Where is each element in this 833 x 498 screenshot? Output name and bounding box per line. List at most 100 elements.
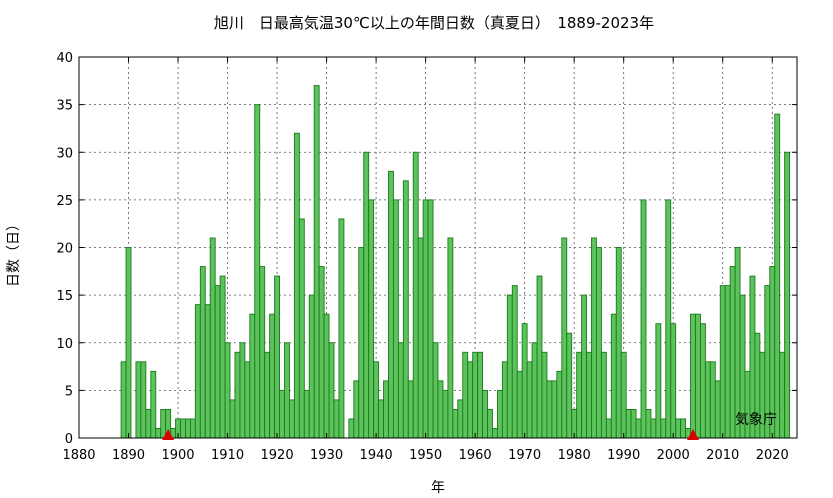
- bar: [442, 389, 449, 439]
- bar: [605, 418, 612, 439]
- x-tick-label: 1940: [360, 448, 393, 463]
- bar: [209, 237, 216, 439]
- bar: [259, 266, 266, 439]
- bar: [185, 418, 191, 439]
- bar: [492, 428, 498, 439]
- bar: [293, 132, 300, 439]
- bar: [402, 180, 409, 439]
- bar: [516, 370, 523, 439]
- bar: [467, 361, 474, 439]
- x-tick-label: 2020: [756, 448, 789, 463]
- bar: [615, 247, 622, 439]
- bar: [120, 361, 127, 439]
- y-tick-label: 35: [56, 99, 73, 114]
- bar: [249, 313, 256, 439]
- bar: [610, 313, 617, 439]
- bar: [160, 408, 167, 439]
- bar: [714, 380, 721, 439]
- bar: [576, 351, 583, 439]
- bar: [318, 266, 325, 439]
- bar: [194, 304, 201, 439]
- bar: [303, 389, 310, 439]
- bar: [145, 408, 152, 439]
- bar: [392, 199, 399, 439]
- bar: [323, 313, 330, 439]
- station-move-marker: [162, 429, 175, 440]
- x-tick-label: 1990: [607, 448, 640, 463]
- bar: [695, 313, 701, 439]
- y-ticks: 0 5 10 15 20 25 30 35 40: [56, 51, 797, 447]
- bar: [338, 218, 345, 439]
- bar: [511, 285, 518, 439]
- bar: [709, 361, 716, 439]
- bar: [556, 370, 563, 439]
- bar: [625, 408, 632, 439]
- y-tick-label: 0: [65, 432, 73, 447]
- y-tick-label: 5: [65, 384, 73, 399]
- x-tick-label: 2000: [657, 448, 690, 463]
- y-tick-label: 20: [56, 242, 73, 257]
- bar: [284, 342, 290, 439]
- bar: [561, 237, 568, 439]
- x-tick-label: 1980: [558, 448, 591, 463]
- bar: [368, 199, 375, 439]
- bar: [204, 304, 211, 439]
- x-tick-label: 1920: [261, 448, 294, 463]
- bar: [244, 361, 251, 439]
- bar: [665, 199, 672, 439]
- x-tick-label: 1970: [508, 448, 541, 463]
- bar: [482, 389, 488, 439]
- bar: [388, 170, 394, 439]
- credit-text: 気象庁: [735, 412, 777, 428]
- bar: [650, 418, 657, 439]
- bar: [397, 342, 404, 439]
- bar: [496, 389, 503, 439]
- station-move-marker: [687, 429, 700, 440]
- bar: [288, 399, 295, 439]
- bar: [189, 418, 196, 439]
- bar: [412, 151, 419, 439]
- bar: [427, 199, 434, 439]
- bar: [313, 85, 320, 439]
- bar: [734, 247, 741, 439]
- bar: [477, 351, 484, 439]
- bar: [155, 428, 162, 439]
- bar: [383, 380, 389, 439]
- bar: [239, 342, 246, 439]
- bar: [600, 351, 607, 439]
- bar: [279, 389, 285, 439]
- bar: [422, 199, 429, 439]
- bar: [546, 380, 553, 439]
- bar: [472, 351, 479, 439]
- bar: [140, 361, 147, 439]
- bar: [462, 351, 469, 439]
- bar: [333, 399, 340, 439]
- x-tick-label: 2010: [706, 448, 739, 463]
- bar: [704, 361, 711, 439]
- y-tick-label: 10: [56, 337, 73, 352]
- bar: [457, 399, 464, 439]
- bar: [452, 408, 459, 439]
- y-axis-label: 日数（日）: [6, 217, 22, 287]
- bar: [353, 380, 360, 439]
- x-tick-label: 1930: [310, 448, 343, 463]
- bar: [566, 332, 573, 439]
- bar: [437, 380, 444, 439]
- bar: [254, 104, 261, 439]
- x-tick-label: 1890: [112, 448, 145, 463]
- bar: [214, 285, 221, 439]
- bar: [620, 351, 627, 439]
- bar: [274, 275, 280, 439]
- bar: [224, 342, 231, 439]
- bar: [596, 247, 602, 439]
- bar: [591, 237, 597, 439]
- bar: [199, 266, 206, 439]
- bar: [541, 351, 548, 439]
- y-tick-label: 30: [56, 146, 73, 161]
- bar: [407, 380, 414, 439]
- bar: [229, 399, 236, 439]
- bar: [724, 285, 731, 439]
- x-tick-label: 1900: [161, 448, 194, 463]
- bar: [487, 408, 493, 439]
